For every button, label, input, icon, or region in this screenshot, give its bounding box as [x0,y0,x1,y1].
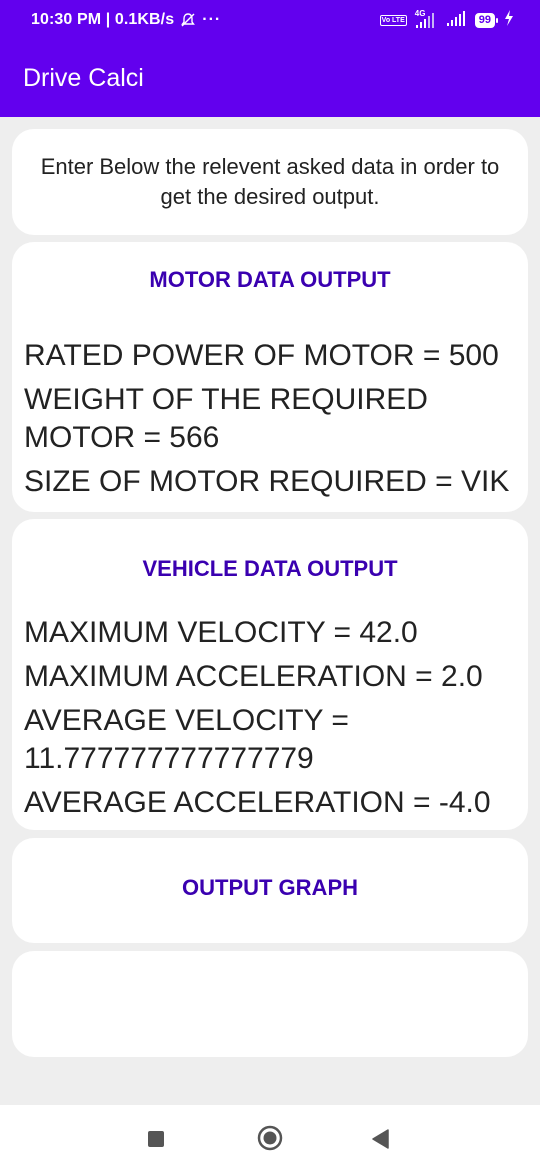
signal-icon [445,8,469,33]
status-time-speed: 10:30 PM | 0.1KB/s [31,11,175,28]
charging-icon [504,9,514,31]
battery-level: 99 [474,12,495,28]
home-button[interactable] [257,1125,283,1156]
output-graph-area [12,951,528,1057]
circle-icon [257,1125,283,1151]
app-bar: Drive Calci [0,40,540,117]
app-title: Drive Calci [23,64,144,92]
motor-data-card: MOTOR DATA OUTPUT RATED POWER OF MOTOR =… [12,242,528,512]
motor-size-text: SIZE OF MOTOR REQUIRED = VIK [24,465,510,498]
square-icon [148,1131,164,1147]
network-type-label: 4G [414,9,426,18]
max-acceleration-text: MAXIMUM ACCELERATION = 2.0 [24,660,483,693]
status-left: 10:30 PM | 0.1KB/s ··· [31,11,221,29]
more-dots-icon: ··· [202,11,222,28]
motor-section-title: MOTOR DATA OUTPUT [149,267,391,292]
navigation-bar [0,1105,540,1170]
battery-icon: 99 [474,12,498,28]
max-velocity-text: MAXIMUM VELOCITY = 42.0 [24,616,418,649]
notification-muted-icon [180,12,196,28]
intro-text: Enter Below the relevent asked data in o… [40,154,500,209]
avg-acceleration-text: AVERAGE ACCELERATION = -4.0 [24,786,491,819]
recent-apps-button[interactable] [148,1131,164,1152]
vehicle-data-card: VEHICLE DATA OUTPUT MAXIMUM VELOCITY = 4… [12,519,528,830]
avg-velocity-text: AVERAGE VELOCITY = 11.777777777777779 [24,704,349,775]
output-graph-title-card: OUTPUT GRAPH [12,838,528,943]
back-button[interactable] [371,1129,389,1154]
signal-4g-icon: 4G [413,9,439,30]
intro-card: Enter Below the relevent asked data in o… [12,129,528,235]
rated-power-text: RATED POWER OF MOTOR = 500 [24,339,499,372]
vehicle-section-title: VEHICLE DATA OUTPUT [142,556,398,581]
status-bar: 10:30 PM | 0.1KB/s ··· Vo LTE 4G [0,0,540,40]
motor-output-lines: RATED POWER OF MOTOR = 500 WEIGHT OF THE… [12,337,528,501]
graph-section-title: OUTPUT GRAPH [182,875,358,900]
volte-icon: Vo LTE [379,14,407,26]
back-triangle-icon [372,1129,389,1149]
motor-weight-text: WEIGHT OF THE REQUIRED MOTOR = 566 [24,383,428,454]
battery-tip [496,17,498,23]
status-right: Vo LTE 4G 99 [379,8,514,33]
vehicle-output-lines: MAXIMUM VELOCITY = 42.0 MAXIMUM ACCELERA… [12,614,528,822]
